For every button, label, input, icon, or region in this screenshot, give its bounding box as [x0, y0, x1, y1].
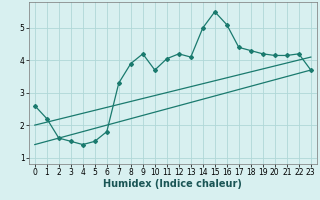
X-axis label: Humidex (Indice chaleur): Humidex (Indice chaleur): [103, 179, 242, 189]
